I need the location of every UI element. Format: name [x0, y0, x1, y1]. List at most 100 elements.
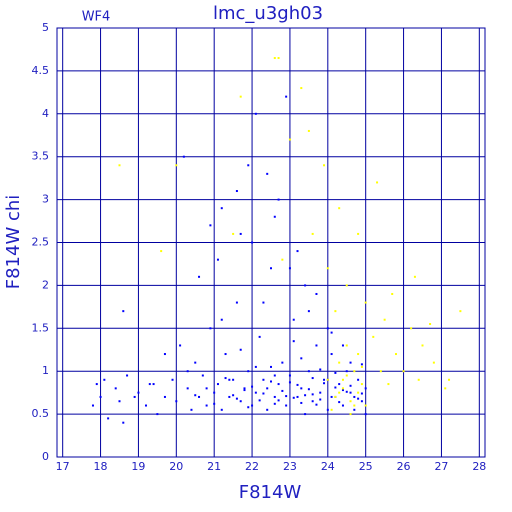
point: [296, 395, 299, 398]
point: [372, 335, 375, 338]
y-axis-label: F814W chi: [3, 195, 24, 290]
point: [262, 301, 265, 304]
point: [353, 370, 356, 373]
point: [160, 250, 163, 253]
y-tick-label: 2: [42, 278, 49, 291]
point: [364, 387, 367, 390]
point: [315, 344, 318, 347]
point: [364, 301, 367, 304]
point: [357, 232, 360, 235]
point: [326, 327, 329, 330]
point: [239, 232, 242, 235]
point: [156, 413, 159, 416]
point: [254, 112, 257, 115]
point: [444, 387, 447, 390]
point: [243, 387, 246, 390]
point: [341, 344, 344, 347]
point: [247, 406, 250, 409]
point: [345, 284, 348, 287]
point: [194, 361, 197, 364]
point: [273, 374, 276, 377]
point: [258, 399, 261, 402]
y-tick-label: 4: [42, 107, 49, 120]
point: [307, 388, 310, 391]
point: [235, 397, 238, 400]
point: [341, 387, 344, 390]
point: [391, 292, 394, 295]
point: [194, 394, 197, 397]
point: [345, 374, 348, 377]
point: [349, 391, 352, 394]
point: [353, 408, 356, 411]
point: [334, 386, 337, 389]
point: [338, 383, 341, 386]
point: [319, 368, 322, 371]
point: [360, 400, 363, 403]
point: [232, 378, 235, 381]
point: [326, 378, 329, 381]
point: [304, 394, 307, 397]
x-tick-label: 25: [359, 460, 373, 473]
plot-frame: [56, 27, 486, 458]
point: [341, 389, 344, 392]
point: [107, 417, 110, 420]
point: [224, 353, 227, 356]
point: [330, 331, 333, 334]
point: [288, 381, 291, 384]
point: [360, 363, 363, 366]
point: [175, 400, 178, 403]
point: [239, 95, 242, 98]
point: [273, 402, 276, 405]
point: [338, 401, 341, 404]
point: [357, 378, 360, 381]
point: [232, 232, 235, 235]
x-tick-label: 18: [94, 460, 108, 473]
point: [277, 383, 280, 386]
point: [402, 370, 405, 373]
point: [360, 383, 363, 386]
point: [285, 95, 288, 98]
point: [277, 198, 280, 201]
point: [145, 404, 148, 407]
point: [251, 404, 254, 407]
point: [239, 400, 242, 403]
y-tick-label: 1: [42, 364, 49, 377]
point: [432, 361, 435, 364]
point: [235, 301, 238, 304]
point: [326, 408, 329, 411]
point: [198, 275, 201, 278]
point: [323, 382, 326, 385]
y-tick-label: 1.5: [32, 321, 50, 334]
point: [148, 383, 151, 386]
point: [326, 267, 329, 270]
point: [209, 224, 212, 227]
point: [186, 370, 189, 373]
point: [216, 258, 219, 261]
point: [429, 323, 432, 326]
point: [338, 207, 341, 210]
point: [251, 385, 254, 388]
point: [281, 389, 284, 392]
point: [235, 190, 238, 193]
point: [360, 392, 363, 395]
point: [122, 421, 125, 424]
y-tick-label: 4.5: [32, 64, 50, 77]
point: [296, 383, 299, 386]
point: [179, 344, 182, 347]
point: [417, 378, 420, 381]
point: [239, 348, 242, 351]
point: [300, 357, 303, 360]
point: [182, 155, 185, 158]
point: [353, 404, 356, 407]
point: [379, 370, 382, 373]
point: [277, 57, 280, 60]
point: [99, 395, 102, 398]
point: [114, 387, 117, 390]
point: [266, 408, 269, 411]
point: [334, 395, 337, 398]
y-tick-label: 3.5: [32, 150, 50, 163]
point: [220, 207, 223, 210]
x-axis-label: F814W: [239, 482, 302, 503]
point: [118, 164, 121, 167]
